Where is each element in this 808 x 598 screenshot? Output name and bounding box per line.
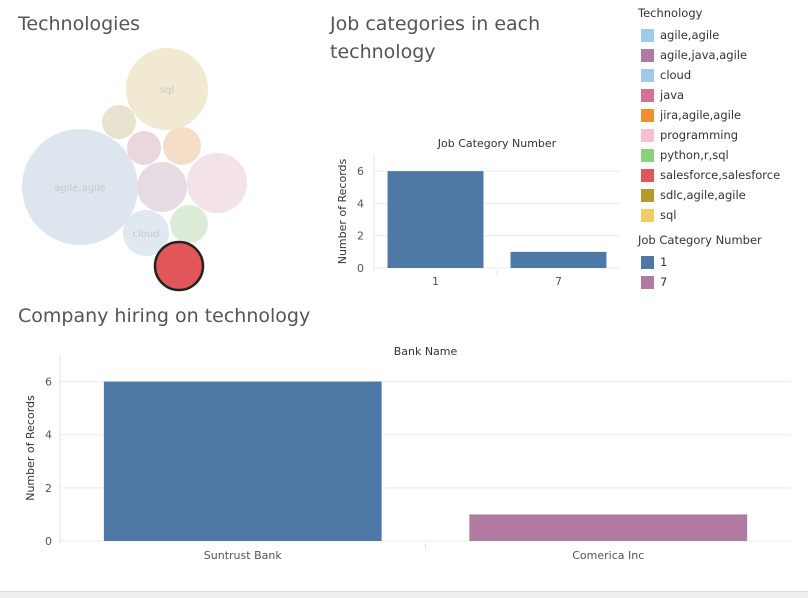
job-category-bar-chart: Job Category Number 0 2 4 6 1 7 Number of Recor… — [336, 137, 620, 288]
legend-swatch — [641, 275, 654, 289]
legend-swatch — [641, 208, 654, 222]
technology-legend-item[interactable]: programming — [630, 125, 808, 145]
legend-swatch — [641, 168, 654, 182]
chart-title: Job Category Number — [437, 137, 557, 150]
legend-label: python,r,sql — [660, 148, 729, 162]
job-category-legend-item[interactable]: 1 — [630, 252, 808, 272]
bubble-sdlc-agile-agile[interactable] — [102, 105, 136, 139]
legend-label: java — [660, 88, 685, 102]
x-category-label: 7 — [555, 275, 562, 288]
x-category-label: 1 — [432, 275, 439, 288]
technology-legend-item[interactable]: agile,java,agile — [630, 45, 808, 65]
bubble-agile-agile[interactable] — [22, 129, 138, 245]
bubble-label-agile-agile: agile,agile — [54, 183, 106, 194]
legend-label: cloud — [660, 68, 692, 82]
y-tick-label: 6 — [45, 376, 52, 389]
bubble-python-r-sql[interactable] — [170, 205, 208, 243]
legend-swatch — [641, 148, 654, 162]
technology-legend: agile,agile agile,java,agile cloud java jira… — [630, 25, 808, 225]
legend-swatch — [641, 108, 654, 122]
technology-legend-item[interactable]: agile,agile — [630, 25, 808, 45]
bubble-programming[interactable] — [187, 153, 247, 213]
technology-legend-item[interactable]: jira,agile,agile — [630, 105, 808, 125]
bar — [387, 171, 484, 268]
bubble-label-cloud: cloud — [132, 229, 159, 240]
y-axis-title: Number of Records — [24, 395, 37, 501]
legend-swatch — [641, 88, 654, 102]
y-tick-label: 0 — [357, 262, 364, 275]
bar — [510, 251, 607, 268]
technology-legend-item[interactable]: java — [630, 85, 808, 105]
bubble-jira-agile-agile[interactable] — [163, 127, 201, 165]
bottom-scrollbar[interactable] — [0, 591, 808, 598]
company-hiring-title: Company hiring on technology — [18, 305, 311, 327]
chart-title: Bank Name — [394, 345, 458, 358]
y-tick-label: 2 — [45, 482, 52, 495]
bubble-agile-java-agile[interactable] — [137, 162, 187, 212]
legend-swatch — [641, 48, 654, 62]
y-tick-label: 2 — [357, 230, 364, 243]
bubble-label-sql: sql — [160, 85, 174, 96]
bubble-cloud[interactable] — [123, 210, 169, 256]
bar — [103, 381, 382, 541]
legend-label: sdlc,agile,agile — [660, 188, 746, 202]
legend-label: 1 — [660, 255, 668, 269]
job-category-legend-title: Job Category Number — [638, 233, 762, 247]
y-tick-label: 6 — [357, 165, 364, 178]
legend-swatch — [641, 255, 654, 269]
legend-label: sql — [660, 208, 677, 222]
y-axis-title: Number of Records — [336, 158, 349, 264]
legend-swatch — [641, 128, 654, 142]
y-tick-label: 0 — [45, 535, 52, 548]
y-tick-label: 4 — [45, 429, 52, 442]
legend-swatch — [641, 28, 654, 42]
y-tick-label: 4 — [357, 197, 364, 210]
technology-legend-item[interactable]: sdlc,agile,agile — [630, 185, 808, 205]
x-category-label: Suntrust Bank — [204, 549, 283, 562]
technology-legend-item[interactable]: sql — [630, 205, 808, 225]
legend-label: 7 — [660, 275, 668, 289]
legend-label: programming — [660, 128, 739, 142]
job-categories-title: Job categories in each technology — [330, 13, 541, 63]
legend-swatch — [641, 188, 654, 202]
technology-bubble-chart[interactable]: sql agile,agile cloud — [0, 38, 290, 298]
legend-panel: Technology agile,agile agile,java,agile cl… — [630, 4, 808, 292]
bubble-java[interactable] — [127, 131, 161, 165]
job-category-legend-item[interactable]: 7 — [630, 272, 808, 292]
technology-legend-item[interactable]: salesforce,salesforce — [630, 165, 808, 185]
technologies-title: Technologies — [18, 13, 141, 35]
company-hiring-bar-chart: Bank Name 0 2 4 6 Suntrust Bank Comerica Inc Nu… — [24, 345, 791, 562]
legend-label: jira,agile,agile — [660, 108, 742, 122]
technology-legend-item[interactable]: cloud — [630, 65, 808, 85]
x-category-label: Comerica Inc — [572, 549, 644, 562]
bubble-sql[interactable] — [126, 48, 208, 130]
technology-legend-title: Technology — [638, 6, 703, 20]
technology-legend-item[interactable]: python,r,sql — [630, 145, 808, 165]
legend-label: salesforce,salesforce — [660, 168, 781, 182]
bubble-salesforce-salesforce[interactable] — [153, 240, 205, 292]
legend-swatch — [641, 68, 654, 82]
legend-label: agile,java,agile — [660, 48, 748, 62]
legend-label: agile,agile — [660, 28, 720, 42]
bar — [469, 514, 748, 541]
